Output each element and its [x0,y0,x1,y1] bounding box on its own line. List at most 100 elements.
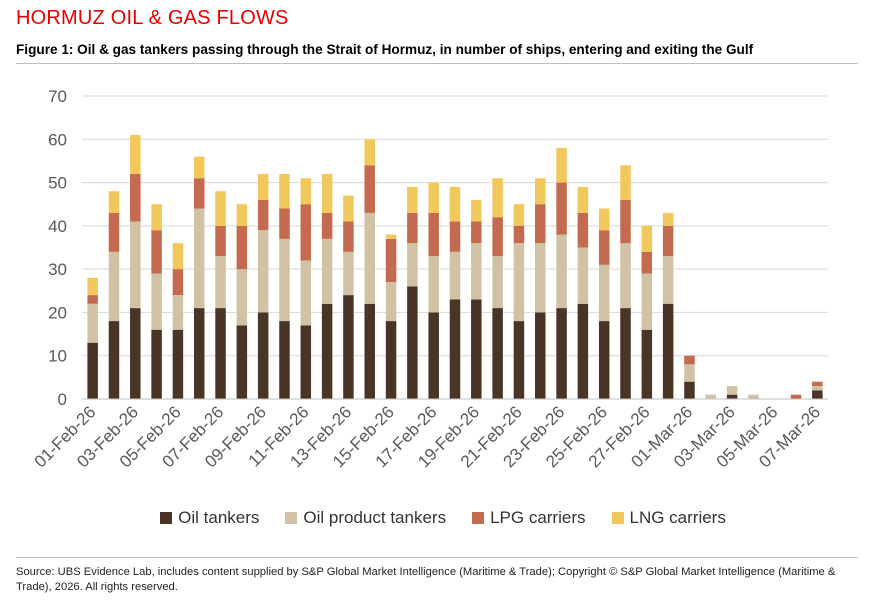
bar-oil-product-tankers-01-Feb-26 [87,303,98,343]
bar-oil-product-tankers-28-Feb-26 [662,256,674,304]
bar-oil-tankers-15-Feb-26 [385,321,397,399]
bar-lpg-carriers-02-Feb-26 [108,212,120,252]
bar-oil-tankers-22-Feb-26 [535,312,546,399]
x-axis-labels: 01-Feb-2603-Feb-2605-Feb-2607-Feb-2609-F… [31,402,825,471]
bar-lng-carriers-05-Feb-26 [172,243,184,270]
bar-lng-carriers-14-Feb-26 [364,139,375,166]
bar-lng-carriers-13-Feb-26 [343,195,354,222]
bar-oil-tankers-07-Feb-26 [215,308,226,399]
bar-oil-tankers-04-Feb-26 [151,329,162,399]
bar-lpg-carriers-27-Feb-26 [641,251,653,274]
bar-oil-product-tankers-25-Feb-26 [598,264,610,322]
bar-oil-tankers-06-Feb-26 [193,308,205,399]
bar-oil-tankers-11-Feb-26 [300,325,312,399]
bar-lpg-carriers-16-Feb-26 [407,212,418,244]
bar-oil-tankers-25-Feb-26 [598,321,610,399]
bar-oil-tankers-24-Feb-26 [577,303,589,399]
bar-lpg-carriers-09-Feb-26 [257,199,269,231]
bar-oil-product-tankers-11-Feb-26 [300,260,312,326]
bar-oil-tankers-13-Feb-26 [343,295,354,399]
bar-lng-carriers-09-Feb-26 [257,173,269,200]
bar-lpg-carriers-10-Feb-26 [279,208,290,239]
bar-lng-carriers-02-Feb-26 [108,191,120,213]
bar-oil-product-tankers-02-Mar-26 [705,394,717,399]
bar-oil-product-tankers-24-Feb-26 [577,247,589,304]
bar-oil-tankers-20-Feb-26 [492,308,503,399]
bar-lpg-carriers-19-Feb-26 [471,221,482,244]
bar-lpg-carriers-03-Feb-26 [130,173,141,222]
bar-lng-carriers-07-Feb-26 [215,191,226,226]
bar-lng-carriers-06-Feb-26 [193,156,205,179]
bar-oil-tankers-05-Feb-26 [172,329,184,399]
legend: Oil tankers Oil product tankers LPG carr… [0,508,886,528]
bar-lng-carriers-27-Feb-26 [641,225,653,252]
legend-label: LPG carriers [490,508,586,527]
bar-oil-product-tankers-27-Feb-26 [641,273,653,330]
bar-lng-carriers-18-Feb-26 [449,186,461,222]
bar-lng-carriers-03-Feb-26 [130,134,141,174]
bar-lng-carriers-19-Feb-26 [471,199,482,222]
bar-lng-carriers-11-Feb-26 [300,178,312,205]
bar-oil-tankers-27-Feb-26 [641,329,653,399]
bar-lpg-carriers-06-Feb-26 [193,178,205,209]
bar-lpg-carriers-17-Feb-26 [428,212,439,257]
bar-oil-tankers-10-Feb-26 [279,321,290,399]
bar-lpg-carriers-26-Feb-26 [620,199,631,244]
bar-oil-product-tankers-04-Feb-26 [151,273,162,330]
bar-lng-carriers-01-Feb-26 [87,277,98,296]
bar-oil-product-tankers-20-Feb-26 [492,256,503,309]
source-note: Source: UBS Evidence Lab, includes conte… [16,566,836,593]
y-tick-label: 60 [48,130,67,149]
bar-oil-product-tankers-15-Feb-26 [385,282,397,322]
bar-lng-carriers-25-Feb-26 [598,208,610,231]
bar-oil-product-tankers-14-Feb-26 [364,212,375,304]
bar-lpg-carriers-28-Feb-26 [662,225,674,257]
bottom-divider [16,557,858,558]
bar-oil-product-tankers-05-Feb-26 [172,295,184,330]
bar-lng-carriers-26-Feb-26 [620,165,631,200]
y-tick-label: 0 [58,390,67,409]
bar-oil-product-tankers-10-Feb-26 [279,238,290,322]
bar-lpg-carriers-05-Feb-26 [172,269,184,296]
bar-lng-carriers-24-Feb-26 [577,186,589,213]
bar-lng-carriers-23-Feb-26 [556,147,567,183]
bar-lpg-carriers-15-Feb-26 [385,238,397,283]
bar-oil-tankers-01-Feb-26 [87,342,98,399]
bar-lpg-carriers-14-Feb-26 [364,165,375,213]
bar-oil-tankers-16-Feb-26 [407,286,418,399]
legend-swatch-lng-carriers [611,512,624,524]
bar-oil-product-tankers-03-Mar-26 [726,386,738,395]
bar-oil-tankers-09-Feb-26 [257,312,269,399]
y-axis-labels: 0 10 20 30 40 50 60 70 [48,87,67,409]
bar-oil-tankers-17-Feb-26 [428,312,439,399]
bar-lpg-carriers-12-Feb-26 [321,212,333,239]
bar-lng-carriers-12-Feb-26 [321,173,333,213]
y-tick-label: 70 [48,87,67,106]
bar-lpg-carriers-01-Feb-26 [87,295,98,304]
y-tick-label: 50 [48,174,67,193]
bar-oil-product-tankers-17-Feb-26 [428,256,439,313]
bar-lng-carriers-16-Feb-26 [407,186,418,213]
bar-oil-product-tankers-13-Feb-26 [343,251,354,296]
bar-oil-product-tankers-04-Mar-26 [748,394,759,399]
legend-item-lpg-carriers: LPG carriers [472,508,586,528]
y-tick-label: 40 [48,217,67,236]
bar-lpg-carriers-07-Feb-26 [215,225,226,257]
bar-oil-product-tankers-06-Feb-26 [193,208,205,309]
bar-oil-product-tankers-18-Feb-26 [449,251,461,300]
bar-oil-tankers-03-Feb-26 [130,308,141,399]
bar-oil-tankers-14-Feb-26 [364,303,375,399]
bar-lpg-carriers-13-Feb-26 [343,221,354,252]
bar-lpg-carriers-24-Feb-26 [577,212,589,248]
y-tick-label: 10 [48,347,67,366]
bar-oil-tankers-19-Feb-26 [471,299,482,399]
bar-oil-tankers-07-Mar-26 [812,390,823,399]
bars [87,134,823,399]
bar-lpg-carriers-21-Feb-26 [513,225,525,244]
bar-lng-carriers-28-Feb-26 [662,212,674,226]
bar-lpg-carriers-20-Feb-26 [492,217,503,257]
bar-oil-tankers-12-Feb-26 [321,303,333,399]
bar-oil-product-tankers-21-Feb-26 [513,243,525,322]
legend-label: LNG carriers [629,508,726,527]
bar-oil-product-tankers-16-Feb-26 [407,243,418,287]
